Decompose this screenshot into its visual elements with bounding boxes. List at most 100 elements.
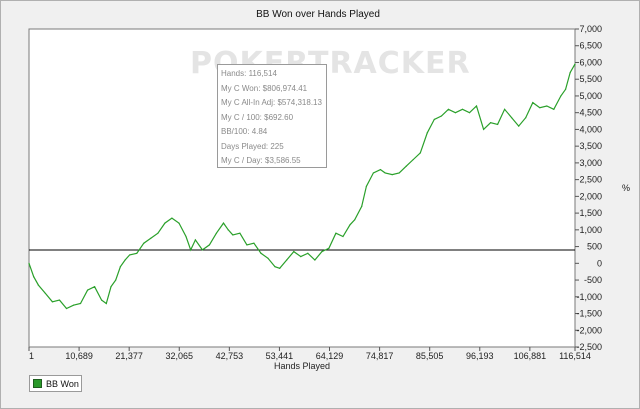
x-tick-label: 1 (29, 351, 34, 361)
data-point (58, 299, 61, 301)
data-point (553, 108, 555, 110)
y-tick-label: 2,500 (579, 175, 602, 185)
x-tick-label: 53,441 (266, 351, 294, 361)
y-tick-label: 0 (597, 258, 602, 268)
data-point (227, 229, 229, 231)
data-point (475, 105, 478, 107)
data-point (354, 219, 356, 221)
data-point (157, 232, 159, 234)
x-tick-label: 64,129 (316, 351, 344, 361)
data-point (178, 222, 180, 224)
data-point (321, 251, 323, 253)
data-point (239, 232, 241, 234)
y-tick-label: -1,500 (576, 309, 602, 319)
data-point (468, 112, 471, 114)
data-point (110, 286, 112, 288)
y-tick-label: 2,000 (579, 191, 602, 201)
data-point (115, 279, 117, 281)
legend[interactable]: BB Won (29, 375, 82, 392)
data-point (440, 115, 442, 117)
data-point (293, 251, 295, 253)
data-point (101, 299, 103, 301)
series-points (28, 63, 576, 310)
y-tick-label: 4,000 (579, 124, 602, 134)
data-point (511, 117, 513, 119)
data-point (253, 242, 255, 244)
data-point (185, 235, 187, 238)
x-tick-label: 10,689 (65, 351, 93, 361)
data-point (246, 244, 248, 246)
data-point (286, 259, 288, 261)
data-point (314, 259, 316, 261)
data-point (560, 95, 562, 97)
tooltip-days: Days Played: 225 (221, 141, 284, 151)
data-point (222, 222, 225, 224)
data-point (94, 286, 96, 288)
x-tick-label: 21,377 (115, 351, 143, 361)
data-point (497, 123, 499, 125)
data-point (119, 266, 121, 268)
data-point (33, 276, 35, 278)
data-point (342, 235, 344, 238)
data-point (136, 252, 138, 254)
data-point (72, 304, 75, 306)
chart-title: BB Won over Hands Played (256, 9, 380, 20)
data-point (372, 172, 375, 174)
data-point (412, 158, 414, 161)
y-tick-label: 7,000 (579, 24, 602, 34)
legend-label: BB Won (46, 378, 79, 389)
data-point (86, 289, 89, 291)
data-point (447, 108, 450, 110)
data-point (105, 302, 107, 305)
data-point (574, 63, 576, 65)
y-tick-label: 3,000 (579, 158, 602, 168)
x-tick-label: 116,514 (559, 351, 591, 361)
data-point (482, 128, 485, 131)
data-point (391, 174, 393, 176)
x-tick-label: 32,065 (165, 351, 193, 361)
data-point (44, 292, 46, 295)
data-point (405, 165, 407, 167)
y-tick-label: -1,000 (576, 292, 602, 302)
x-tick-label: 96,193 (466, 351, 494, 361)
data-point (65, 307, 68, 310)
y-tick-label: 5,000 (579, 91, 602, 101)
data-point (129, 254, 131, 256)
data-point (232, 234, 234, 236)
data-point (489, 122, 492, 124)
y-tick-label: -2,000 (576, 325, 602, 335)
data-point (143, 242, 145, 244)
data-point (426, 132, 428, 134)
data-point (190, 249, 192, 251)
data-point (267, 257, 269, 259)
y-tick-label: 6,500 (579, 41, 602, 51)
data-point (194, 239, 196, 241)
data-point (208, 244, 211, 246)
data-point (51, 301, 54, 303)
data-point (150, 237, 152, 239)
y-tick-label: -500 (584, 275, 602, 285)
tooltip-won: My C Won: $806,974.41 (221, 83, 308, 93)
y-tick-label: 1,000 (579, 225, 602, 235)
data-point (171, 217, 173, 219)
x-tick-label: 85,505 (416, 351, 444, 361)
tooltip-bb100: BB/100: 4.84 (221, 127, 268, 136)
data-point (28, 262, 30, 264)
y-tick-label: 6,000 (579, 57, 602, 67)
data-point (37, 284, 39, 286)
data-point (379, 168, 382, 171)
tooltip-perday: My C / Day: $3,586.55 (221, 156, 301, 165)
stats-tooltip: Hands: 116,514 My C Won: $806,974.41 My … (217, 64, 327, 168)
x-tick-label: 106,881 (514, 351, 547, 361)
data-point (79, 302, 82, 305)
y-tick-label: 5,500 (579, 74, 602, 84)
data-point (532, 102, 534, 104)
data-point (433, 118, 435, 120)
data-point (361, 205, 363, 208)
data-point (328, 247, 330, 249)
y-tick-label: 1,500 (579, 208, 602, 218)
data-point (349, 224, 351, 226)
data-point (201, 249, 203, 251)
data-point (398, 172, 400, 174)
data-point (300, 256, 302, 258)
